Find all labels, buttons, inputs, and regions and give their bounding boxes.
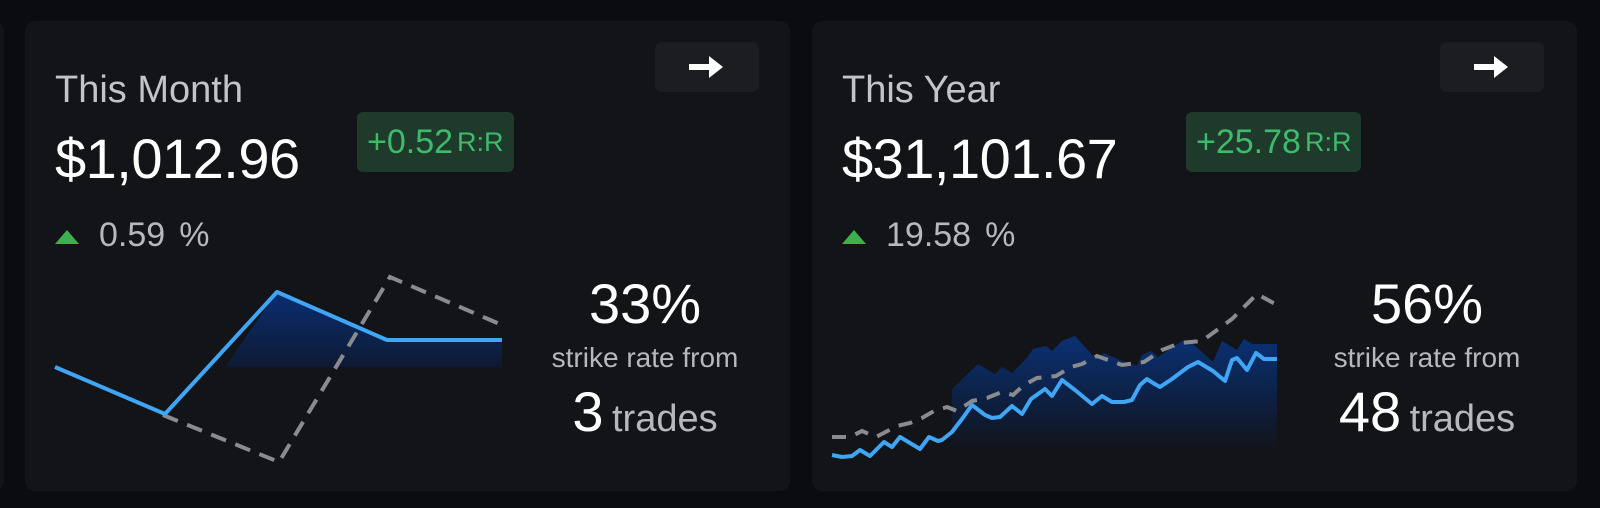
comparison-line: [832, 291, 1278, 440]
risk-reward-badge: +0.52 R:R: [357, 112, 514, 172]
arrow-right-icon: [689, 56, 723, 78]
strike-rate: 33%: [588, 272, 702, 335]
percent-change: 19.58 %: [842, 216, 1015, 255]
change-value: 0.59: [99, 216, 166, 254]
trades-count: 48: [1338, 380, 1402, 443]
comparison-line: [162, 274, 503, 465]
trend-up-icon: [55, 229, 79, 244]
year-equity-chart: [831, 291, 1278, 459]
change-value: 19.58: [886, 216, 972, 254]
trades-label: trades: [1409, 398, 1516, 440]
trades-label: trades: [611, 398, 718, 440]
strike-rate-summary: 33% strike rate from 3 trades: [530, 276, 760, 440]
arrow-right-icon: [1474, 56, 1508, 78]
trades-count: 3: [572, 380, 604, 443]
pnl-area: [225, 292, 502, 367]
strike-rate: 56%: [1370, 272, 1484, 335]
rr-unit: R:R: [1304, 126, 1352, 157]
change-unit: %: [985, 216, 1016, 254]
pnl-area: [952, 336, 1277, 451]
card-title: This Month: [55, 69, 243, 111]
strike-rate-summary: 56% strike rate from 48 trades: [1312, 276, 1542, 440]
pnl-line: [831, 351, 1277, 459]
month-equity-chart: [54, 274, 503, 465]
open-month-details-button[interactable]: [655, 42, 759, 92]
rr-unit: R:R: [457, 126, 504, 157]
pnl-amount: $31,101.67: [842, 127, 1118, 190]
pnl-amount: $1,012.96: [55, 127, 300, 190]
strike-rate-label: strike rate from: [1333, 342, 1521, 373]
this-year-card: This Year $31,101.67 +25.78 R:R 19.58 % …: [812, 21, 1577, 491]
open-year-details-button[interactable]: [1440, 42, 1544, 92]
strike-rate-label: strike rate from: [551, 342, 739, 373]
this-month-card: This Month $1,012.96 +0.52 R:R 0.59 % 33…: [25, 21, 790, 491]
rr-value: +0.52: [367, 122, 454, 161]
previous-card-edge: [0, 21, 4, 491]
rr-value: +25.78: [1196, 122, 1301, 161]
percent-change: 0.59 %: [55, 216, 209, 255]
risk-reward-badge: +25.78 R:R: [1186, 112, 1362, 172]
trend-up-icon: [842, 229, 866, 244]
card-title: This Year: [842, 69, 1001, 111]
pnl-line: [54, 290, 502, 416]
change-unit: %: [179, 216, 210, 254]
